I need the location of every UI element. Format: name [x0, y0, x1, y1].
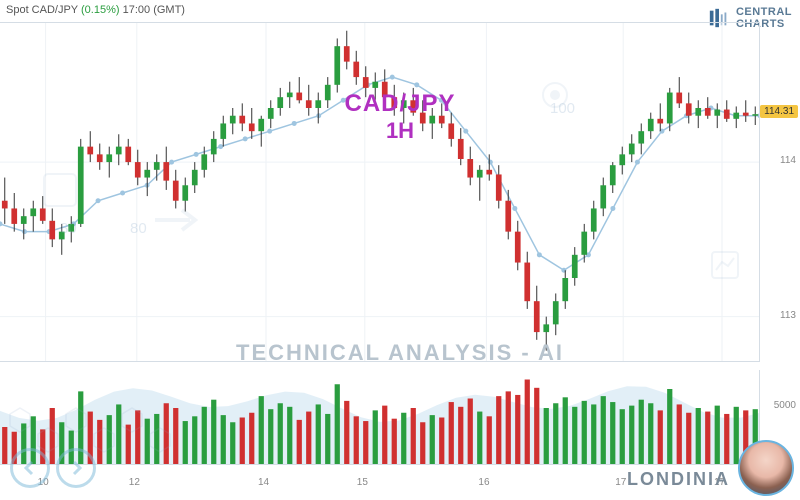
price-axis: 113 114 114.31 [760, 22, 800, 362]
vol-tick-label: 5000 [774, 400, 796, 411]
svg-text:100: 100 [550, 100, 575, 117]
londinia-brand: LONDINIA [627, 469, 730, 490]
avatar-icon[interactable] [738, 440, 794, 496]
nav-next-button[interactable] [56, 448, 96, 488]
x-tick-label: 14 [258, 477, 269, 488]
svg-text:80: 80 [60, 220, 77, 237]
volume-chart[interactable] [0, 370, 760, 465]
price-chart[interactable]: 80 80 100 [0, 22, 760, 362]
svg-text:80: 80 [130, 220, 147, 237]
timestamp: 17:00 (GMT) [123, 4, 185, 16]
y-tick-label: 114 [780, 155, 796, 166]
arrow-right-icon [66, 458, 86, 478]
arrow-left-icon [20, 458, 40, 478]
current-price-tag: 114.31 [760, 105, 798, 118]
x-tick-label: 12 [129, 477, 140, 488]
x-tick-label: 16 [478, 477, 489, 488]
instrument-name: Spot CAD/JPY [6, 4, 78, 16]
chart-header: Spot CAD/JPY (0.15%) 17:00 (GMT) [6, 4, 185, 16]
nav-prev-button[interactable] [10, 448, 50, 488]
y-tick-label: 113 [780, 310, 796, 321]
change-percent: (0.15%) [81, 4, 120, 16]
x-tick-label: 15 [357, 477, 368, 488]
x-tick-label: 17 [615, 477, 626, 488]
